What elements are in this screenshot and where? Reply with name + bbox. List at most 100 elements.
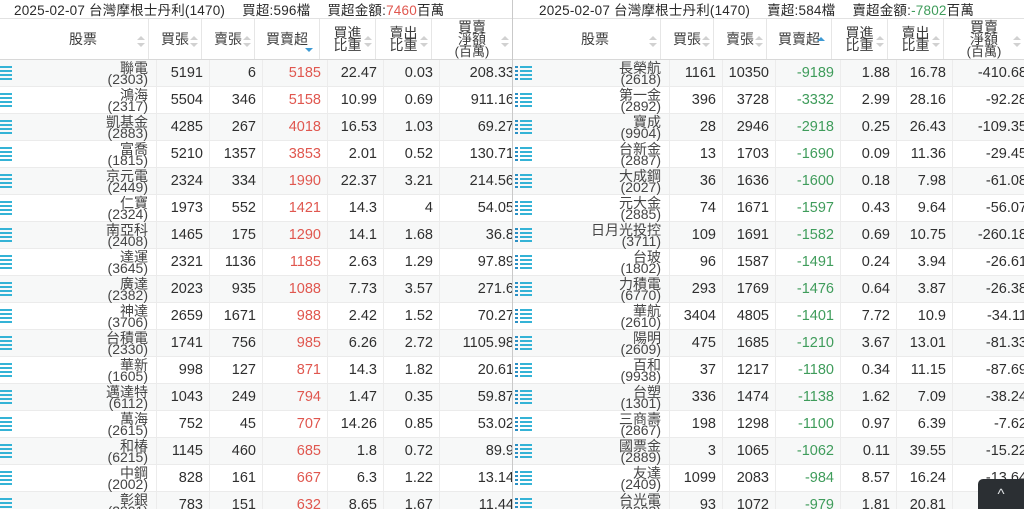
column-header-sell-ratio[interactable]: 賣出 比重 — [376, 19, 432, 59]
stock-name-cell[interactable]: 達運 (3645) — [26, 249, 157, 275]
table-row[interactable]: 寶成 (9904) 28 2946 -2918 0.25 26.43 -109.35 — [513, 114, 1024, 141]
sort-indicator-buy-lots[interactable] — [702, 36, 710, 47]
row-menu-icon-cell[interactable] — [0, 114, 26, 140]
stock-name-cell[interactable]: 萬海 (2615) — [26, 411, 157, 437]
table-row[interactable]: 友達 (2409) 1099 2083 -984 8.57 16.24 -13.64 — [513, 465, 1024, 492]
stock-name-cell[interactable]: 百和 (9938) — [539, 357, 670, 383]
row-menu-icon-cell[interactable] — [513, 60, 539, 86]
column-header-stock[interactable]: 股票 — [18, 19, 149, 59]
row-menu-icon-cell[interactable] — [0, 492, 26, 509]
stock-name-cell[interactable]: 和椿 (6215) — [26, 438, 157, 464]
stock-name-cell[interactable]: 中鋼 (2002) — [26, 465, 157, 491]
row-menu-icon-cell[interactable] — [0, 195, 26, 221]
row-menu-icon-cell[interactable] — [0, 87, 26, 113]
stock-name-cell[interactable]: 元大金 (2885) — [539, 195, 670, 221]
table-row[interactable]: 華新 (1605) 998 127 871 14.3 1.82 20.61 — [0, 357, 512, 384]
table-row[interactable]: 台新金 (2887) 13 1703 -1690 0.09 11.36 -29.45 — [513, 141, 1024, 168]
stock-name-cell[interactable]: 大成鋼 (2027) — [539, 168, 670, 194]
table-row[interactable]: 京元電 (2449) 2324 334 1990 22.37 3.21 214.56 — [0, 168, 512, 195]
column-header-net-lots[interactable]: 買賣超 — [255, 19, 320, 59]
table-row[interactable]: 富喬 (1815) 5210 1357 3853 2.01 0.52 130.71 — [0, 141, 512, 168]
row-menu-icon-cell[interactable] — [513, 330, 539, 356]
row-menu-icon-cell[interactable] — [513, 222, 539, 248]
table-row[interactable]: 邁達特 (6112) 1043 249 794 1.47 0.35 59.87 — [0, 384, 512, 411]
stock-name-cell[interactable]: 京元電 (2449) — [26, 168, 157, 194]
stock-name-cell[interactable]: 力積電 (6770) — [539, 276, 670, 302]
row-menu-icon-cell[interactable] — [0, 411, 26, 437]
scroll-to-top-button[interactable]: ^ — [978, 479, 1024, 509]
table-row[interactable]: 廣達 (2382) 2023 935 1088 7.73 3.57 271.6 — [0, 276, 512, 303]
stock-name-cell[interactable]: 仁寶 (2324) — [26, 195, 157, 221]
stock-name-cell[interactable]: 凱基金 (2883) — [26, 114, 157, 140]
row-menu-icon-cell[interactable] — [0, 384, 26, 410]
table-row[interactable]: 達運 (3645) 2321 1136 1185 2.63 1.29 97.89 — [0, 249, 512, 276]
column-header-sell-lots[interactable]: 賣張 — [714, 19, 767, 59]
row-menu-icon-cell[interactable] — [0, 303, 26, 329]
sort-indicator-sell-ratio[interactable] — [932, 36, 940, 47]
table-row[interactable]: 南亞科 (2408) 1465 175 1290 14.1 1.68 36.8 — [0, 222, 512, 249]
row-menu-icon-cell[interactable] — [513, 465, 539, 491]
table-row[interactable]: 神達 (3706) 2659 1671 988 2.42 1.52 70.27 — [0, 303, 512, 330]
column-header-buy-ratio[interactable]: 買進 比重 — [320, 19, 376, 59]
table-row[interactable]: 第一金 (2892) 396 3728 -3332 2.99 28.16 -92.28 — [513, 87, 1024, 114]
row-menu-icon-cell[interactable] — [513, 276, 539, 302]
column-header-buy-lots[interactable]: 買張 — [149, 19, 202, 59]
row-menu-icon-cell[interactable] — [0, 438, 26, 464]
row-menu-icon-cell[interactable] — [513, 114, 539, 140]
sort-indicator-net-amount[interactable] — [1013, 36, 1021, 47]
column-header-stock[interactable]: 股票 — [530, 19, 661, 59]
table-row[interactable]: 台塑 (1301) 336 1474 -1138 1.62 7.09 -38.24 — [513, 384, 1024, 411]
column-header-net-lots[interactable]: 買賣超 — [767, 19, 832, 59]
row-menu-icon-cell[interactable] — [0, 357, 26, 383]
stock-name-cell[interactable]: 聯電 (2303) — [26, 60, 157, 86]
table-row[interactable]: 凱基金 (2883) 4285 267 4018 16.53 1.03 69.27 — [0, 114, 512, 141]
table-row[interactable]: 華航 (2610) 3404 4805 -1401 7.72 10.9 -34.11 — [513, 303, 1024, 330]
row-menu-icon-cell[interactable] — [0, 168, 26, 194]
table-row[interactable]: 台玻 (1802) 96 1587 -1491 0.24 3.94 -26.61 — [513, 249, 1024, 276]
stock-name-cell[interactable]: 國票金 (2889) — [539, 438, 670, 464]
stock-name-cell[interactable]: 日月光投控 (3711) — [539, 222, 670, 248]
table-row[interactable]: 陽明 (2609) 475 1685 -1210 3.67 13.01 -81.33 — [513, 330, 1024, 357]
stock-name-cell[interactable]: 台新金 (2887) — [539, 141, 670, 167]
sort-indicator-buy-lots[interactable] — [190, 36, 198, 47]
stock-name-cell[interactable]: 台塑 (1301) — [539, 384, 670, 410]
column-header-buy-lots[interactable]: 買張 — [661, 19, 714, 59]
stock-name-cell[interactable]: 陽明 (2609) — [539, 330, 670, 356]
sort-indicator-sell-lots[interactable] — [755, 36, 763, 47]
table-row[interactable]: 仁寶 (2324) 1973 552 1421 14.3 4 54.05 — [0, 195, 512, 222]
table-row[interactable]: 元大金 (2885) 74 1671 -1597 0.43 9.64 -56.07 — [513, 195, 1024, 222]
row-menu-icon-cell[interactable] — [0, 249, 26, 275]
stock-name-cell[interactable]: 台光電(2383) — [539, 492, 670, 509]
sort-indicator-sell-lots[interactable] — [243, 36, 251, 47]
row-menu-icon-cell[interactable] — [513, 87, 539, 113]
table-row[interactable]: 萬海 (2615) 752 45 707 14.26 0.85 53.02 — [0, 411, 512, 438]
stock-name-cell[interactable]: 彰銀(2801) — [26, 492, 157, 509]
stock-name-cell[interactable]: 邁達特 (6112) — [26, 384, 157, 410]
sort-indicator-stock[interactable] — [137, 36, 145, 47]
table-row[interactable]: 力積電 (6770) 293 1769 -1476 0.64 3.87 -26.38 — [513, 276, 1024, 303]
row-menu-icon-cell[interactable] — [0, 60, 26, 86]
stock-name-cell[interactable]: 廣達 (2382) — [26, 276, 157, 302]
table-row[interactable]: 和椿 (6215) 1145 460 685 1.8 0.72 89.9 — [0, 438, 512, 465]
table-row[interactable]: 鴻海 (2317) 5504 346 5158 10.99 0.69 911.16 — [0, 87, 512, 114]
column-header-sell-lots[interactable]: 賣張 — [202, 19, 255, 59]
stock-name-cell[interactable]: 台積電 (2330) — [26, 330, 157, 356]
table-row[interactable]: 中鋼 (2002) 828 161 667 6.3 1.22 13.14 — [0, 465, 512, 492]
sort-indicator-buy-ratio[interactable] — [876, 36, 884, 47]
column-header-sell-ratio[interactable]: 賣出 比重 — [888, 19, 944, 59]
stock-name-cell[interactable]: 鴻海 (2317) — [26, 87, 157, 113]
table-row[interactable]: 三商壽 (2867) 198 1298 -1100 0.97 6.39 -7.62 — [513, 411, 1024, 438]
table-row[interactable]: 國票金 (2889) 3 1065 -1062 0.11 39.55 -15.22 — [513, 438, 1024, 465]
table-row[interactable]: 百和 (9938) 37 1217 -1180 0.34 11.15 -87.69 — [513, 357, 1024, 384]
row-menu-icon-cell[interactable] — [0, 465, 26, 491]
row-menu-icon-cell[interactable] — [0, 222, 26, 248]
row-menu-icon-cell[interactable] — [513, 303, 539, 329]
row-menu-icon-cell[interactable] — [513, 195, 539, 221]
row-menu-icon-cell[interactable] — [513, 357, 539, 383]
table-row[interactable]: 長榮航 (2618) 1161 10350 -9189 1.88 16.78 -410.68 — [513, 60, 1024, 87]
row-menu-icon-cell[interactable] — [513, 438, 539, 464]
sort-indicator-stock[interactable] — [649, 36, 657, 47]
column-header-net-amount[interactable]: 買賣 淨額 (百萬) — [432, 19, 512, 59]
